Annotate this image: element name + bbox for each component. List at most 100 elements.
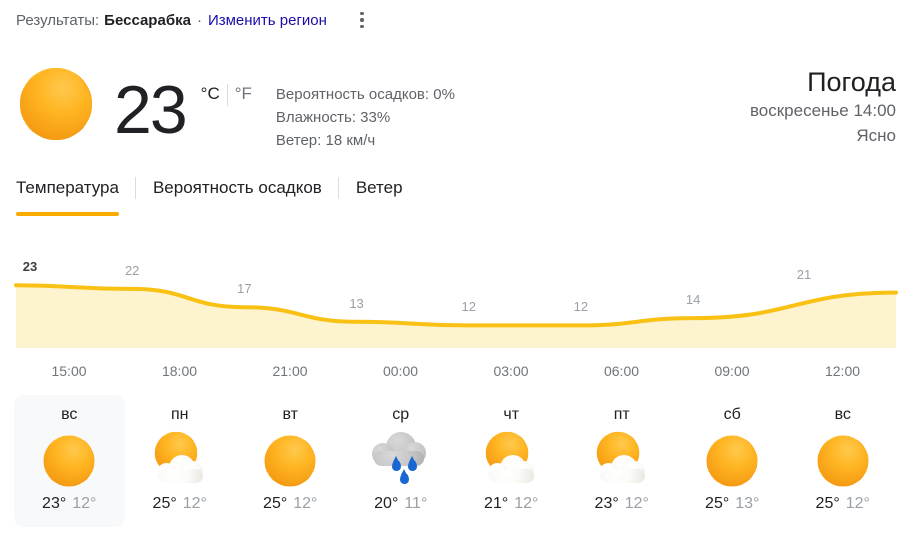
current-temperature: 23	[114, 72, 188, 148]
chart-line	[14, 283, 898, 328]
day-name: чт	[503, 406, 520, 423]
time-axis-label: 12:00	[824, 363, 861, 379]
summary-datetime: воскресенье 14:00	[749, 101, 896, 120]
time-axis-label: 21:00	[272, 363, 308, 379]
time-axis-label: 00:00	[382, 363, 419, 379]
chart-point-label: 22	[124, 262, 140, 278]
day-temperatures: 25° 12°	[153, 495, 207, 513]
chart-time-axis: 15:00 18:00 21:00 00:00 03:00 06:00 09:00 12:00	[14, 363, 898, 385]
tab-precipitation-label: Вероятность осадков	[152, 178, 322, 197]
day-card-сб[interactable]: сб 25° 13°	[677, 395, 788, 527]
day-name: сб	[723, 406, 741, 423]
time-axis-label: 15:00	[51, 363, 87, 379]
rain-cloud-icon	[370, 431, 432, 489]
day-name: вс	[61, 406, 78, 423]
day-card-вт[interactable]: вт 25° 12°	[235, 395, 346, 527]
kebab-dot	[360, 11, 364, 16]
day-low: 12°	[514, 495, 539, 512]
wind-text: Ветер: 18 км/ч	[275, 132, 376, 149]
change-region-link[interactable]: Изменить регион	[207, 11, 327, 29]
city-name: Бессарабка	[104, 11, 191, 29]
day-card-ср[interactable]: ср 20° 11°	[346, 395, 457, 527]
sun-icon	[812, 431, 874, 489]
unit-toggle[interactable]: °C °F	[194, 84, 259, 108]
day-card-вс[interactable]: вс 23° 12°	[14, 395, 125, 527]
chart-point-label: 21	[796, 266, 812, 282]
day-temperatures: 25° 13°	[705, 495, 759, 513]
day-low: 12°	[624, 495, 649, 512]
day-name: пт	[613, 406, 630, 423]
weather-summary: Погода воскресенье 14:00 Ясно	[750, 66, 896, 148]
day-card-чт[interactable]: чт 21° 12°	[456, 395, 567, 527]
sun-cloud-icon	[591, 431, 653, 489]
summary-condition: Ясно	[856, 126, 896, 145]
sun-disc	[818, 437, 867, 485]
more-vertical-icon[interactable]	[353, 10, 371, 30]
kebab-dot	[360, 18, 364, 22]
day-card-вс[interactable]: вс 25° 12°	[788, 395, 899, 527]
chart-point-label: 14	[685, 292, 701, 308]
day-card-пн[interactable]: пн 25° 12°	[125, 395, 236, 527]
cloud-base	[490, 469, 535, 483]
chart-point-labels: 23 22 17 13 12 12 14 21	[14, 248, 898, 348]
cloud-base	[600, 469, 645, 483]
unit-celsius-button[interactable]: °C	[200, 84, 220, 103]
day-high: 25°	[815, 495, 840, 512]
day-name: вт	[282, 406, 298, 423]
tab-divider	[134, 177, 136, 199]
day-high: 21°	[484, 495, 509, 512]
results-header: Результаты: Бессарабка · Изменить регион	[16, 8, 371, 32]
rain-drop	[407, 460, 417, 471]
day-temperatures: 25° 12°	[816, 495, 870, 513]
day-low: 12°	[72, 495, 97, 512]
results-label: Результаты:	[16, 11, 100, 29]
day-low: 13°	[735, 495, 760, 512]
temperature-chart[interactable]: 23 22 17 13 12 12 14 21	[14, 248, 898, 348]
tab-divider	[337, 177, 339, 199]
time-axis-label: 09:00	[714, 363, 750, 379]
unit-divider	[226, 84, 228, 106]
sun-icon	[701, 431, 763, 489]
chart-point-label: 17	[237, 281, 252, 297]
sun-disc	[708, 437, 757, 485]
time-axis-label: 18:00	[161, 363, 198, 379]
day-name: пн	[171, 406, 189, 423]
rain-drop	[391, 460, 401, 471]
day-card-пт[interactable]: пт 23° 12°	[567, 395, 678, 527]
temperature-chart-svg	[14, 283, 898, 348]
day-temperatures: 23° 12°	[42, 495, 96, 513]
day-high: 23°	[42, 495, 67, 512]
unit-fahrenheit-button[interactable]: °F	[234, 84, 252, 103]
day-low: 12°	[182, 495, 207, 512]
day-low: 12°	[293, 495, 318, 512]
cloud-base	[158, 469, 203, 483]
day-temperatures: 23° 12°	[595, 495, 649, 513]
current-details: Вероятность осадков: 0% Влажность: 33% В…	[276, 83, 455, 152]
tab-precipitation[interactable]: Вероятность осадков	[136, 176, 338, 210]
current-conditions: 23 °C °F Вероятность осадков: 0% Влажнос…	[16, 58, 455, 152]
tab-temperature[interactable]: Температура	[16, 176, 135, 216]
day-temperatures: 21° 12°	[484, 495, 538, 513]
day-high: 25°	[152, 495, 177, 512]
tab-wind[interactable]: Ветер	[339, 176, 419, 210]
tab-temperature-label: Температура	[16, 178, 119, 197]
day-high: 25°	[263, 495, 288, 512]
day-temperatures: 25° 12°	[263, 495, 317, 513]
chart-point-label: 12	[573, 299, 589, 315]
time-axis-label: 06:00	[603, 363, 640, 379]
chart-area-fill	[16, 285, 896, 348]
day-low: 12°	[845, 495, 870, 512]
kebab-dot	[360, 24, 364, 29]
sun-icon	[16, 64, 98, 146]
sun-disc	[266, 437, 315, 485]
day-high: 25°	[705, 495, 730, 512]
precipitation-text: Вероятность осадков: 0%	[275, 86, 455, 103]
tab-active-underline	[16, 212, 119, 216]
sun-disc	[45, 437, 94, 485]
page-title: Погода	[807, 67, 896, 97]
day-low: 11°	[404, 495, 428, 512]
rain-drop	[399, 473, 409, 484]
humidity-text: Влажность: 33%	[275, 109, 391, 126]
chart-tabs: Температура Вероятность осадков Ветер	[16, 176, 419, 216]
chart-point-label: 12	[461, 299, 476, 315]
